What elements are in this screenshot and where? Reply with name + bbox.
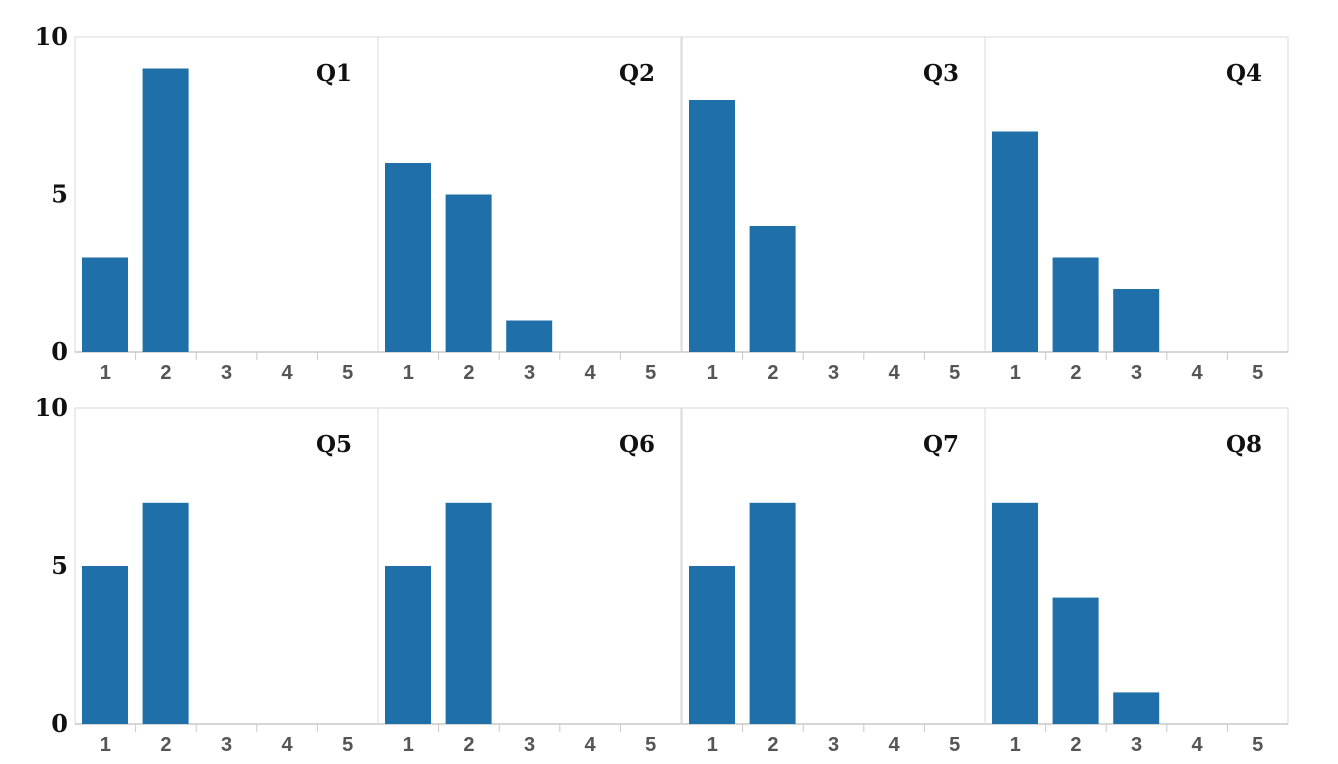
x-tick-label: 1 [707, 734, 718, 756]
x-tick-label: 5 [645, 734, 656, 756]
y-tick-label: 10 [35, 22, 68, 51]
bar [385, 163, 431, 352]
panel-title: Q7 [923, 431, 959, 458]
x-tick-label: 4 [1192, 362, 1204, 384]
bar [445, 194, 492, 352]
bar [142, 68, 189, 352]
bar [689, 100, 735, 352]
bar [82, 257, 128, 352]
x-tick-label: 1 [1010, 734, 1021, 756]
x-tick-label: 2 [767, 362, 778, 384]
x-tick-label: 4 [282, 362, 294, 384]
x-tick-label: 1 [100, 362, 111, 384]
y-tick-label: 0 [51, 337, 68, 366]
x-tick-label: 1 [100, 734, 111, 756]
x-tick-label: 5 [949, 362, 960, 384]
x-tick-label: 1 [403, 734, 414, 756]
x-tick-label: 5 [342, 734, 353, 756]
bar [992, 502, 1038, 724]
x-tick-label: 2 [767, 734, 778, 756]
x-tick-label: 1 [403, 362, 414, 384]
x-tick-label: 3 [221, 362, 232, 384]
x-tick-label: 4 [889, 734, 901, 756]
panel-q3: 1 2 3 4 5 Q3 [681, 36, 986, 384]
y-tick-label: 5 [51, 551, 68, 580]
x-tick-label: 4 [585, 362, 597, 384]
bar [445, 502, 492, 724]
x-tick-label: 3 [524, 362, 535, 384]
x-tick-label: 2 [160, 362, 171, 384]
bar [1052, 257, 1099, 352]
x-tick-label: 3 [828, 734, 839, 756]
panel-q8: 1 2 3 4 5 Q8 [984, 407, 1289, 756]
x-tick-label: 4 [1192, 734, 1204, 756]
panel-q1: 1 2 3 4 5 Q1 [74, 36, 379, 384]
x-tick-label: 2 [463, 734, 474, 756]
x-tick-label: 5 [645, 362, 656, 384]
x-tick-label: 2 [463, 362, 474, 384]
x-tick-label: 2 [160, 734, 171, 756]
bar [749, 502, 796, 724]
x-tick-label: 1 [707, 362, 718, 384]
x-tick-label: 4 [585, 734, 597, 756]
x-tick-label: 5 [1252, 734, 1263, 756]
x-tick-label: 3 [828, 362, 839, 384]
panel-q7: 1 2 3 4 5 Q7 [681, 407, 986, 756]
x-tick-label: 4 [282, 734, 294, 756]
panel-title: Q5 [316, 431, 352, 458]
x-tick-label: 3 [524, 734, 535, 756]
y-tick-label: 0 [51, 709, 68, 738]
x-tick-label: 4 [889, 362, 901, 384]
panel-title: Q6 [619, 431, 655, 458]
x-tick-label: 5 [949, 734, 960, 756]
panel-q2: 1 2 3 4 5 Q2 [377, 36, 682, 384]
bar [82, 566, 128, 724]
bar [1113, 289, 1160, 352]
bar [142, 502, 189, 724]
panel-title: Q4 [1226, 60, 1262, 87]
panel-title: Q8 [1226, 431, 1262, 458]
x-tick-label: 3 [221, 734, 232, 756]
x-tick-label: 1 [1010, 362, 1021, 384]
x-tick-label: 3 [1131, 362, 1142, 384]
bar [689, 566, 735, 724]
x-tick-label: 2 [1070, 362, 1081, 384]
x-tick-label: 5 [1252, 362, 1263, 384]
bar [506, 320, 553, 352]
x-tick-label: 5 [342, 362, 353, 384]
panel-q6: 1 2 3 4 5 Q6 [377, 407, 682, 756]
bar [1052, 597, 1099, 724]
panel-title: Q1 [316, 60, 352, 87]
panel-q4: 1 2 3 4 5 Q4 [984, 36, 1289, 384]
bar [1113, 692, 1160, 724]
bar [385, 566, 431, 724]
bar [749, 226, 796, 352]
panel-title: Q3 [923, 60, 959, 87]
y-tick-label: 10 [35, 393, 68, 422]
x-tick-label: 3 [1131, 734, 1142, 756]
x-tick-label: 2 [1070, 734, 1081, 756]
y-tick-label: 5 [51, 180, 68, 209]
bar [992, 131, 1038, 352]
panel-title: Q2 [619, 60, 655, 87]
panel-q5: 1 2 3 4 5 Q5 [74, 407, 379, 756]
